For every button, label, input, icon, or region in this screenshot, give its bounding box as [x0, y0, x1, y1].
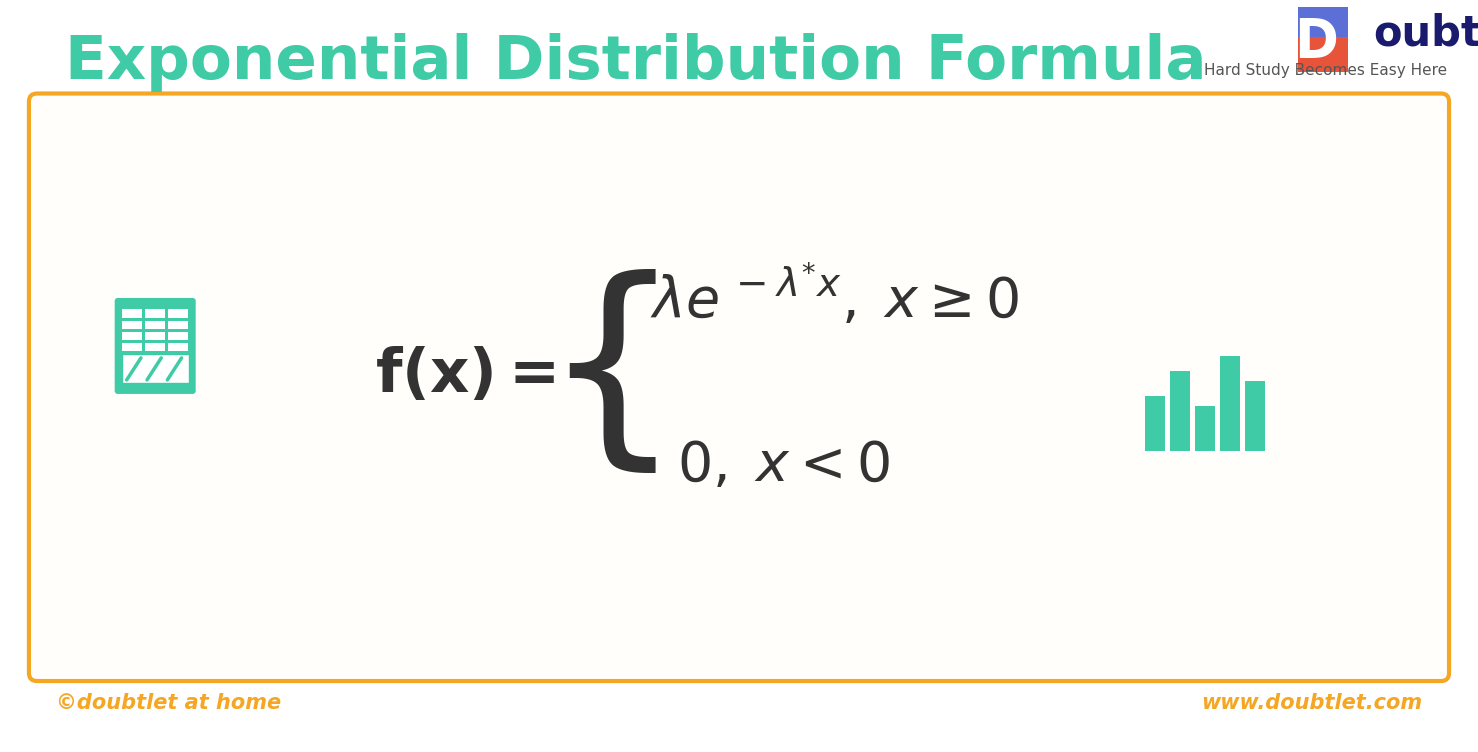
Text: www.doubtlet.com: www.doubtlet.com — [1200, 693, 1422, 713]
Text: $\lambda e^{\,-\lambda^{*}x}$$,\; x \geq 0$: $\lambda e^{\,-\lambda^{*}x}$$,\; x \geq… — [650, 264, 1020, 330]
Text: $0,\; x < 0$: $0,\; x < 0$ — [677, 439, 890, 493]
Text: $\{$: $\{$ — [541, 269, 656, 483]
Bar — [1246, 381, 1265, 451]
Text: oubtlet: oubtlet — [1373, 13, 1478, 55]
FancyBboxPatch shape — [145, 343, 166, 351]
Text: Hard Study Becomes Easy Here: Hard Study Becomes Easy Here — [1205, 62, 1447, 77]
FancyBboxPatch shape — [168, 309, 188, 317]
Text: $\mathbf{f(x) =}$: $\mathbf{f(x) =}$ — [375, 347, 556, 405]
Bar — [1145, 396, 1166, 451]
FancyBboxPatch shape — [123, 332, 142, 340]
FancyBboxPatch shape — [145, 309, 166, 317]
FancyBboxPatch shape — [123, 320, 142, 329]
FancyBboxPatch shape — [115, 298, 195, 394]
FancyBboxPatch shape — [145, 320, 166, 329]
FancyBboxPatch shape — [30, 93, 1448, 681]
FancyBboxPatch shape — [123, 309, 142, 317]
FancyBboxPatch shape — [168, 320, 188, 329]
Text: Exponential Distribution Formula: Exponential Distribution Formula — [65, 32, 1206, 92]
Text: ©doubtlet at home: ©doubtlet at home — [56, 693, 281, 713]
Bar — [1221, 356, 1240, 451]
Text: D: D — [1295, 16, 1338, 68]
FancyBboxPatch shape — [123, 343, 142, 351]
FancyBboxPatch shape — [1298, 7, 1348, 37]
FancyBboxPatch shape — [168, 343, 188, 351]
Bar — [1171, 371, 1190, 451]
Bar — [1196, 406, 1215, 451]
FancyBboxPatch shape — [145, 332, 166, 340]
FancyBboxPatch shape — [168, 332, 188, 340]
FancyBboxPatch shape — [121, 354, 189, 383]
FancyBboxPatch shape — [1298, 37, 1348, 72]
